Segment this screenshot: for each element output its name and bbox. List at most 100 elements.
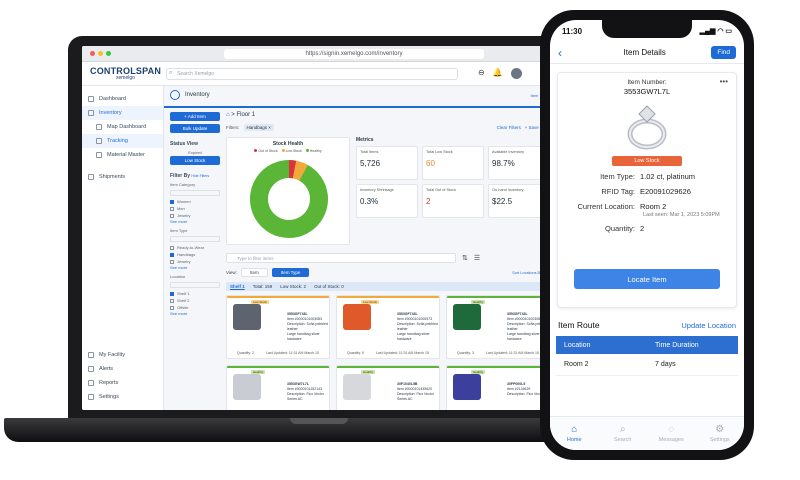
sort-icon[interactable]: ⇅: [462, 255, 468, 262]
low-stock-option[interactable]: Low Stock: [170, 156, 220, 165]
tab-settings[interactable]: ⚙ Settings: [709, 424, 730, 443]
ring-icon: [627, 105, 667, 150]
type-handbags[interactable]: Handbags: [170, 251, 220, 258]
checkbox[interactable]: [170, 298, 174, 303]
location-offsite[interactable]: Offsite: [170, 304, 220, 311]
clear-filters-link[interactable]: Clear Filters: [496, 124, 521, 130]
logo-main: CONTROLSPAN: [90, 66, 162, 76]
update-location-link[interactable]: Update Location: [681, 320, 736, 330]
card-badge: Healthy: [251, 370, 266, 374]
stock-health-panel: Stock Health Out of Stock Low Stock Heal…: [226, 137, 350, 245]
sidebar-item-inventory[interactable]: Inventory: [82, 106, 163, 120]
item-card[interactable]: Healthy 30F1040L5B Item #0000101435620 Des…: [336, 365, 440, 410]
home-icon[interactable]: ⌂: [226, 112, 230, 118]
sidebar-item-settings[interactable]: Settings: [82, 390, 163, 404]
minimize-dot[interactable]: [98, 51, 103, 56]
tab-messages[interactable]: ◌ Messages: [658, 424, 684, 443]
category-women[interactable]: Women: [170, 198, 220, 205]
bell-icon[interactable]: 🔔: [492, 68, 503, 77]
header-icons: ⊖ 🔔: [478, 68, 522, 79]
save-filter-link[interactable]: + Save Filter: [524, 124, 550, 130]
sort-locations-link[interactable]: Sort Locations By: A-Z: [512, 270, 550, 275]
logo[interactable]: CONTROLSPAN xemelgo: [82, 66, 164, 81]
item-card[interactable]: Healthy 3553GW7L7L Item #0000101252143 Des…: [226, 365, 330, 410]
shelf-total: Total: 159: [252, 284, 273, 289]
sidebar-item-map-dashboard[interactable]: Map Dashboard: [82, 120, 163, 134]
sidebar-item-material-master[interactable]: Material Master: [82, 148, 163, 162]
see-more-link[interactable]: See more: [170, 219, 188, 224]
sidebar-item-dashboard[interactable]: Dashboard: [82, 92, 163, 106]
facility-icon: [88, 352, 94, 358]
sidebar: Dashboard Inventory Map Dashboard Tracki…: [82, 86, 164, 410]
add-item-button[interactable]: + Add Item: [170, 112, 220, 121]
type-jewelry[interactable]: Jewelry: [170, 258, 220, 265]
back-chevron-icon[interactable]: ‹: [558, 45, 562, 60]
slice-healthy[interactable]: [250, 160, 328, 238]
sidebar-item-shipments[interactable]: Shipments: [82, 170, 163, 184]
filter-items-input[interactable]: Type to filter items: [226, 253, 456, 263]
search-input[interactable]: Search Xemelgo: [166, 67, 458, 80]
tab-search[interactable]: ⌕ Search: [614, 424, 632, 443]
metric-inventory-shrinkage: Inventory Shrinkage 0.3%: [356, 184, 418, 218]
item-type-link[interactable]: Item Type: [530, 92, 549, 98]
filter-chip[interactable]: Handbags ×: [243, 123, 274, 131]
help-icon[interactable]: ⊖: [478, 68, 485, 77]
close-dot[interactable]: [90, 51, 95, 56]
avatar[interactable]: [510, 68, 522, 79]
checkbox[interactable]: [170, 206, 174, 211]
shelf-name[interactable]: Shelf 1: [230, 284, 245, 289]
route-table-row[interactable]: Room 2 7 days: [556, 354, 738, 376]
view-item-type-button[interactable]: Item Type: [271, 268, 310, 277]
find-button[interactable]: Find: [711, 46, 736, 59]
breadcrumb[interactable]: ⌂ > Floor 1: [226, 112, 256, 118]
checkbox[interactable]: [170, 199, 174, 204]
more-options-icon[interactable]: •••: [719, 77, 728, 86]
slice-low-stock[interactable]: [292, 160, 308, 181]
category-men[interactable]: Men: [170, 205, 220, 212]
sidebar-item-tracking[interactable]: Tracking: [82, 134, 163, 148]
tab-home[interactable]: ⌂ Home: [566, 424, 582, 443]
see-more-link[interactable]: See more: [170, 311, 188, 316]
sidebar-item-my-facility[interactable]: My Facility: [82, 348, 163, 362]
see-more-link[interactable]: See more: [170, 265, 188, 270]
type-ready-to-wear[interactable]: Ready-to-Wear: [170, 244, 220, 251]
card-status-bar: [227, 296, 329, 298]
location-search-input[interactable]: [170, 282, 220, 288]
detail-item-type: Item Type: 1.02 ct, platinum: [600, 172, 696, 181]
locate-item-button[interactable]: Locate Item: [574, 269, 720, 289]
checkbox[interactable]: [170, 213, 174, 218]
bulk-update-button[interactable]: Bulk Update: [170, 124, 220, 133]
shelf-header[interactable]: Shelf 1 Total: 159 Low Stock: 2 Out of S…: [226, 282, 550, 291]
hide-filters-link[interactable]: Hide Filters: [191, 174, 210, 178]
type-search-input[interactable]: [170, 236, 220, 242]
card-status-bar: [337, 366, 439, 368]
sidebar-item-reports[interactable]: Reports: [82, 376, 163, 390]
last-seen-text: Last seen: Mar 1, 2023 5:09PM: [643, 212, 720, 218]
sidebar-item-alerts[interactable]: Alerts: [82, 362, 163, 376]
checkbox[interactable]: [170, 245, 174, 250]
ring-image: [233, 374, 261, 400]
expired-option[interactable]: Expired: [188, 150, 202, 155]
checkbox[interactable]: [170, 259, 174, 264]
slice-out-of-stock[interactable]: [288, 160, 297, 179]
checkbox[interactable]: [170, 291, 174, 296]
location-shelf-2[interactable]: Shelf 2: [170, 297, 220, 304]
item-card[interactable]: Low Stock 3553GF743L Item #0000101006973 D…: [336, 295, 440, 359]
checkbox[interactable]: [170, 252, 174, 257]
category-jewelry[interactable]: Jewelry: [170, 212, 220, 219]
metrics-title: Metrics: [356, 137, 374, 143]
item-detail-card: ••• Item Number: 3553GW7L7L Low Stock It…: [557, 72, 737, 308]
maximize-dot[interactable]: [106, 51, 111, 56]
view-item-button[interactable]: Item: [240, 268, 268, 277]
item-card[interactable]: Healthy 3553GF743L Item #0000101003080 Des…: [446, 295, 550, 359]
location-shelf-1[interactable]: Shelf 1: [170, 290, 220, 297]
item-card[interactable]: Low Stock 3553GF743L Item #0000101003083 D…: [226, 295, 330, 359]
truck-icon: [88, 174, 94, 180]
category-search-input[interactable]: [170, 190, 220, 196]
url-bar[interactable]: https://signin.xemelgo.com/inventory: [224, 48, 484, 59]
chart-legend: Out of Stock Low Stock Healthy: [230, 149, 346, 153]
item-route-header: Item Route Update Location: [550, 320, 744, 330]
item-card[interactable]: Healthy 30FP000L5 Item #2134629 Descriptio…: [446, 365, 550, 410]
checkbox[interactable]: [170, 305, 174, 310]
list-view-icon[interactable]: ☰: [473, 255, 481, 262]
